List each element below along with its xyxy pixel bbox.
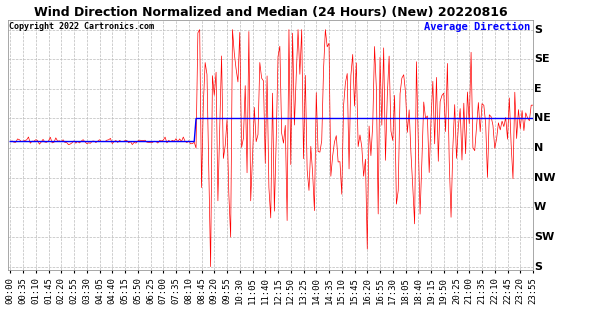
Text: N: N: [534, 143, 544, 153]
Text: E: E: [534, 84, 542, 94]
Text: NE: NE: [534, 113, 551, 123]
Text: Average Direction: Average Direction: [424, 22, 530, 32]
Text: SE: SE: [534, 54, 550, 64]
Text: NW: NW: [534, 173, 556, 183]
Text: SW: SW: [534, 232, 554, 242]
Text: W: W: [534, 202, 547, 212]
Text: S: S: [534, 24, 542, 35]
Title: Wind Direction Normalized and Median (24 Hours) (New) 20220816: Wind Direction Normalized and Median (24…: [34, 6, 508, 19]
Text: Copyright 2022 Cartronics.com: Copyright 2022 Cartronics.com: [9, 22, 154, 31]
Text: S: S: [534, 262, 542, 272]
